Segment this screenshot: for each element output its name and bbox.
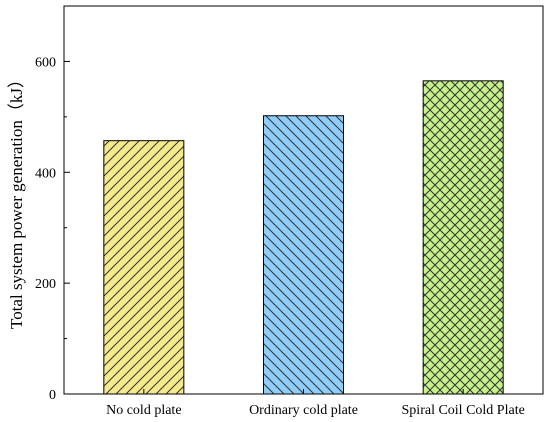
x-tick-label-2: Spiral Coil Cold Plate xyxy=(402,403,525,418)
bar-3 xyxy=(422,80,504,395)
bar-2 xyxy=(263,115,344,395)
plot-frame xyxy=(63,5,544,395)
x-tick-label-0: No cold plate xyxy=(106,403,181,418)
x-axis: No cold plate Ordinary cold plate Spiral C… xyxy=(106,389,525,418)
x-tick-label-1: Ordinary cold plate xyxy=(249,403,358,418)
y-axis: 0 200 400 600 xyxy=(35,55,70,403)
y-tick-label-3: 600 xyxy=(35,55,56,70)
y-tick-label-2: 400 xyxy=(35,166,56,181)
y-tick-label-1: 200 xyxy=(35,277,56,292)
y-axis-label: Total system power generation（kJ） xyxy=(7,71,26,329)
bar-1 xyxy=(103,140,185,395)
y-tick-label-0: 0 xyxy=(49,388,56,403)
bars-group xyxy=(103,80,504,395)
